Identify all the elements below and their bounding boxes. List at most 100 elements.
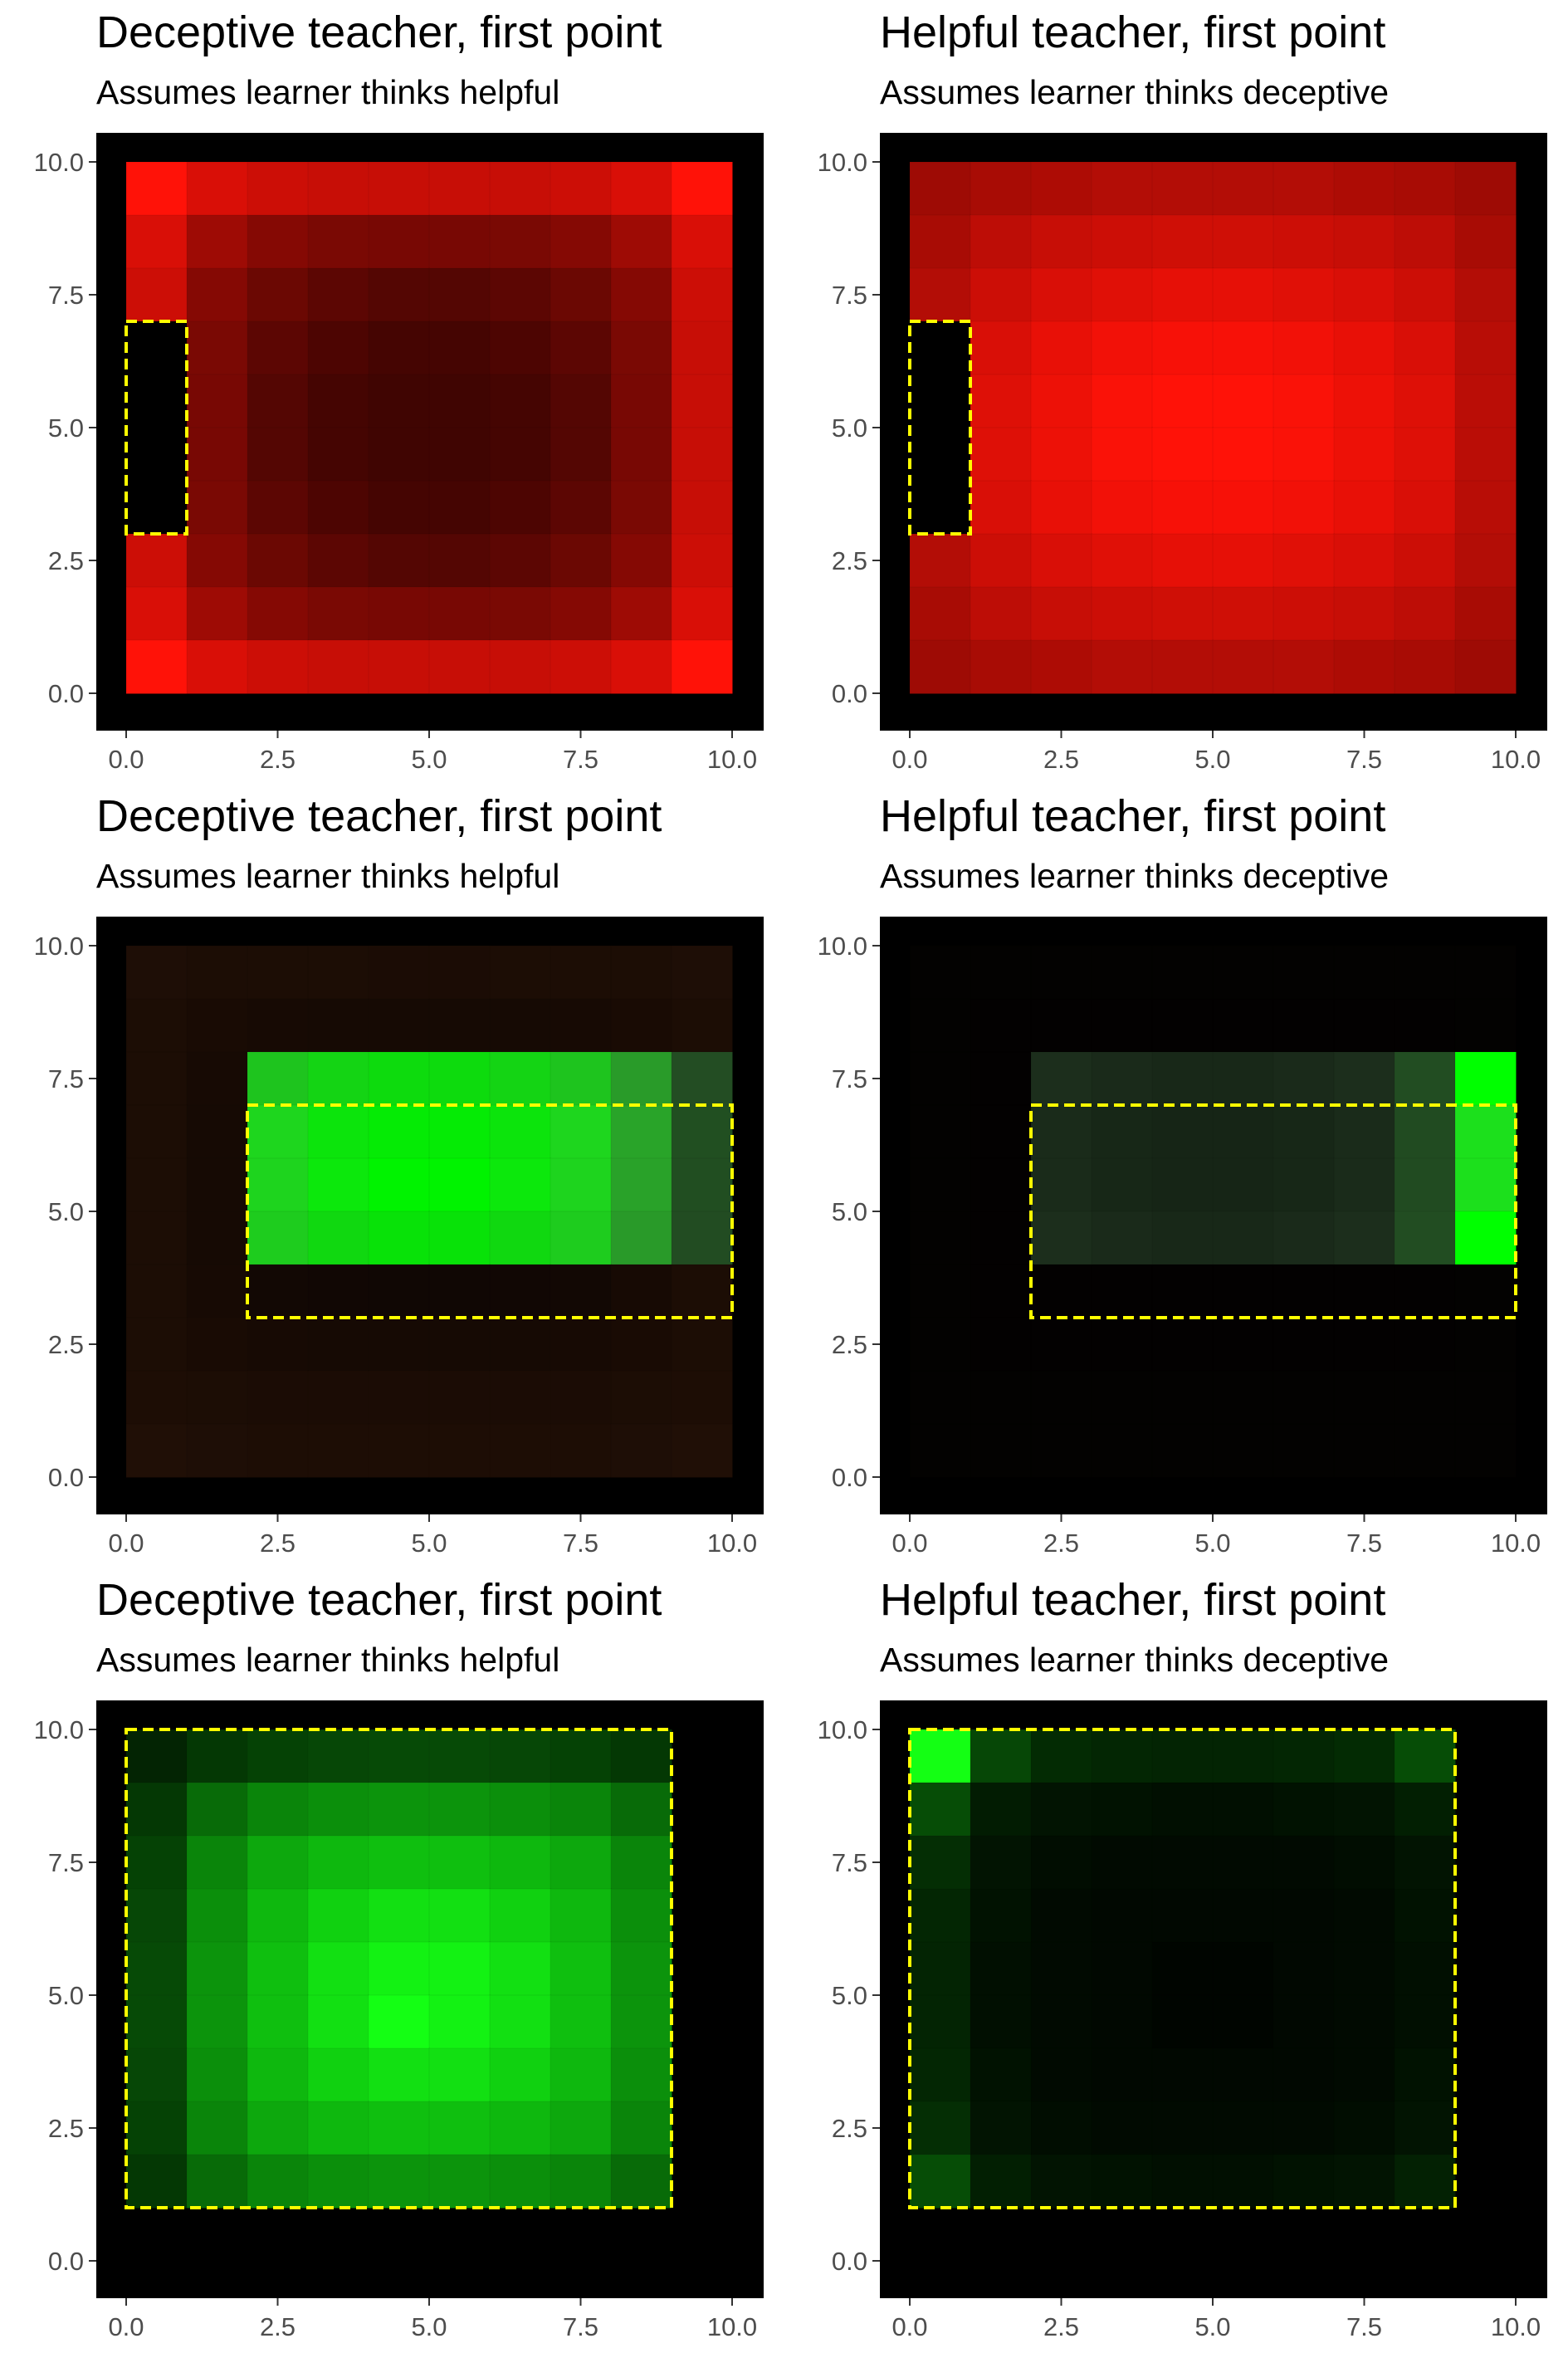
chart-title: Deceptive teacher, first point xyxy=(96,1575,662,1625)
heatmap-cell xyxy=(1272,1782,1335,1837)
chart-subtitle: Assumes learner thinks helpful xyxy=(96,857,560,895)
heatmap-cell xyxy=(1272,1729,1335,1783)
heatmap-cell xyxy=(1212,1423,1274,1478)
heatmap-cell xyxy=(247,1994,309,2049)
heatmap-cell xyxy=(307,1157,369,1212)
heatmap-cell xyxy=(1394,1888,1456,1943)
heatmap-cell xyxy=(428,1835,491,1890)
heatmap-cell xyxy=(1454,320,1517,375)
x-tick-label: 10.0 xyxy=(1491,1529,1541,1558)
heatmap-cell xyxy=(307,267,369,322)
y-tick-label: 7.5 xyxy=(48,1064,84,1093)
heatmap-cell xyxy=(368,1264,430,1318)
heatmap-cell xyxy=(1151,427,1214,482)
heatmap-cell xyxy=(1212,214,1274,269)
heatmap-cell xyxy=(970,214,1032,269)
x-tick-label: 5.0 xyxy=(411,1529,447,1558)
heatmap-cell xyxy=(550,1729,612,1783)
y-tick-label: 10.0 xyxy=(34,932,84,961)
heatmap-cell xyxy=(428,1370,491,1425)
heatmap-cells xyxy=(125,945,733,1478)
heatmap-cell xyxy=(610,1835,672,1890)
heatmap-cell xyxy=(550,427,612,482)
heatmap-cell xyxy=(610,267,672,322)
y-tick-label: 2.5 xyxy=(832,1330,867,1359)
heatmap-cell xyxy=(307,2154,369,2209)
heatmap-cell xyxy=(1333,320,1395,375)
x-tick-label: 5.0 xyxy=(411,745,447,774)
heatmap-cell xyxy=(1212,267,1274,322)
heatmap-cell xyxy=(610,1051,672,1106)
heatmap-cell xyxy=(307,586,369,641)
heatmap-cell xyxy=(909,639,971,694)
heatmap-cell xyxy=(186,2101,248,2155)
heatmap-cell xyxy=(970,320,1032,375)
heatmap-cell xyxy=(1151,2154,1214,2209)
x-tick-label: 0.0 xyxy=(108,745,144,774)
heatmap-plot: 0.0 2.5 5.0 7.5 10.0 0.0 2.5 5.0 7.5 10.0 xyxy=(34,133,764,774)
chart-panel-1: Deceptive teacher, first point Assumes l… xyxy=(0,0,780,780)
heatmap-cell xyxy=(1212,1051,1274,1106)
heatmap-cell xyxy=(1030,945,1092,1000)
heatmap-cell xyxy=(1030,2101,1092,2155)
y-tick-label: 0.0 xyxy=(832,1463,867,1492)
heatmap-cell xyxy=(428,533,491,588)
heatmap-cell xyxy=(550,267,612,322)
heatmap-cell xyxy=(1394,998,1456,1053)
heatmap-cell xyxy=(909,1888,971,1943)
heatmap-cell xyxy=(970,1782,1032,1837)
heatmap-cell xyxy=(1454,1157,1517,1212)
heatmap-cell xyxy=(550,1370,612,1425)
heatmap-cell xyxy=(1394,161,1456,216)
heatmap-cell xyxy=(307,320,369,375)
heatmap-cell xyxy=(489,1423,551,1478)
heatmap-cell xyxy=(186,1104,248,1159)
y-tick-label: 0.0 xyxy=(832,679,867,708)
heatmap-cell xyxy=(489,1782,551,1837)
heatmap-plot: 0.0 2.5 5.0 7.5 10.0 0.0 2.5 5.0 7.5 10.0 xyxy=(818,917,1547,1558)
heatmap-cell xyxy=(1272,533,1335,588)
heatmap-cell xyxy=(125,427,188,482)
heatmap-cell xyxy=(368,1370,430,1425)
heatmap-cell xyxy=(247,161,309,216)
heatmap-cell xyxy=(1333,998,1395,1053)
heatmap-cell xyxy=(247,1835,309,1890)
heatmap-cell xyxy=(1151,267,1214,322)
heatmap-cell xyxy=(125,267,188,322)
heatmap-cell xyxy=(1454,161,1517,216)
heatmap-cell xyxy=(909,1317,971,1372)
heatmap-cell xyxy=(489,1370,551,1425)
heatmap-cell xyxy=(489,374,551,428)
heatmap-cell xyxy=(125,2047,188,2102)
heatmap-cell xyxy=(550,320,612,375)
heatmap-cell xyxy=(1333,1264,1395,1318)
heatmap-cell xyxy=(186,1051,248,1106)
heatmap-cell xyxy=(1333,1051,1395,1106)
heatmap-cell xyxy=(247,639,309,694)
highlight-region-outline xyxy=(908,320,972,536)
heatmap-cell xyxy=(970,1264,1032,1318)
heatmap-cell xyxy=(368,2047,430,2102)
heatmap-cell xyxy=(1091,2047,1153,2102)
heatmap-cell xyxy=(1091,945,1153,1000)
heatmap-cell xyxy=(970,1994,1032,2049)
heatmap-cell xyxy=(1030,1051,1092,1106)
heatmap-cell xyxy=(247,480,309,535)
heatmap-cell xyxy=(909,1994,971,2049)
heatmap-cell xyxy=(1272,214,1335,269)
heatmap-cell xyxy=(1030,1211,1092,1265)
heatmap-cell xyxy=(186,2047,248,2102)
heatmap-cell xyxy=(1272,1888,1335,1943)
highlight-region-outline xyxy=(908,1728,1457,2209)
heatmap-cell xyxy=(909,945,971,1000)
heatmap-cell xyxy=(909,586,971,641)
heatmap-cell xyxy=(909,1370,971,1425)
heatmap-cell xyxy=(1454,1264,1517,1318)
heatmap-cell xyxy=(489,1211,551,1265)
y-tick-label: 10.0 xyxy=(818,148,867,177)
heatmap-cells xyxy=(909,161,1517,694)
x-tick-label: 7.5 xyxy=(563,1529,598,1558)
heatmap-cell xyxy=(489,1994,551,2049)
heatmap-cell xyxy=(1394,1264,1456,1318)
heatmap-cell xyxy=(1030,1888,1092,1943)
